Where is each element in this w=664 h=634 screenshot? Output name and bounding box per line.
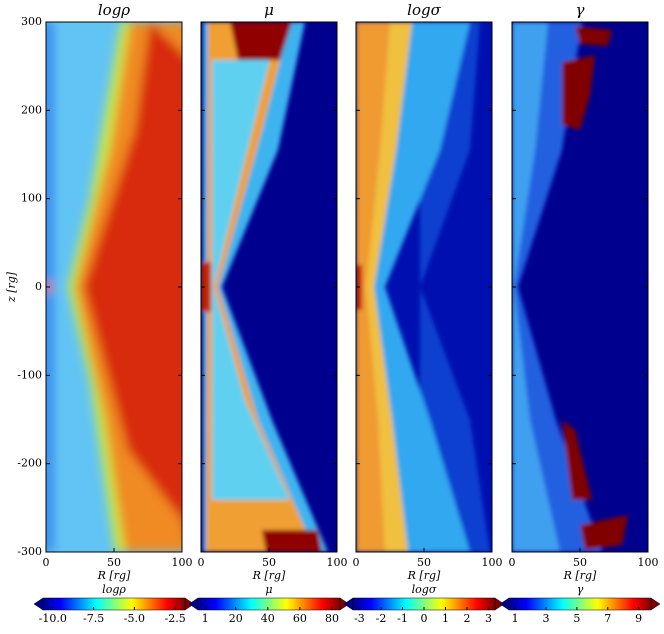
x-tick-label: 0 — [509, 556, 516, 569]
x-tick-label: 50 — [573, 556, 587, 569]
colorbar-extend — [343, 597, 354, 611]
x-tick-label: 50 — [262, 556, 276, 569]
x-tick-label: 50 — [107, 556, 121, 569]
colorbar-tick-label: -2 — [376, 612, 387, 625]
colorbar-tick-label: 20 — [229, 612, 243, 625]
colorbar-label: γ — [577, 583, 584, 596]
x-tick-label: 100 — [638, 556, 659, 569]
x-axis-label: R [rg] — [252, 569, 286, 582]
panel-title: logσ — [407, 1, 441, 19]
colorbar — [42, 597, 186, 611]
colorbar-tick-label: 9 — [635, 612, 642, 625]
colorbar-tick-label: -7.5 — [83, 612, 104, 625]
colorbar-tick-label: 1 — [202, 612, 209, 625]
colorbar-tick-label: -5.0 — [124, 612, 145, 625]
y-tick-label: 300 — [21, 15, 42, 28]
x-axis-label: R [rg] — [563, 569, 597, 582]
x-tick-label: 0 — [353, 556, 360, 569]
colorbar-label: logρ — [102, 583, 126, 596]
x-tick-label: 0 — [198, 556, 205, 569]
colorbar-tick-label: 80 — [325, 612, 339, 625]
panel-title: μ — [264, 1, 274, 19]
field-image — [201, 22, 337, 552]
colorbar-tick-label: -3 — [354, 612, 365, 625]
colorbar-tick-label: 1 — [442, 612, 449, 625]
colorbar-tick-label: 0 — [421, 612, 428, 625]
colorbar-extend — [188, 597, 199, 611]
colorbar-tick-label: 5 — [573, 612, 580, 625]
panel-title: γ — [576, 1, 585, 19]
colorbar-tick-label: 7 — [604, 612, 611, 625]
colorbar-tick-label: 40 — [261, 612, 275, 625]
y-tick-label: 100 — [21, 192, 42, 205]
y-tick-label: 0 — [35, 280, 42, 293]
x-axis-label: R [rg] — [407, 569, 441, 582]
colorbar — [197, 597, 341, 611]
x-tick-label: 0 — [43, 556, 50, 569]
colorbar-tick-label: 3 — [543, 612, 550, 625]
colorbar-tick-label: 2 — [464, 612, 471, 625]
x-axis-label: R [rg] — [97, 569, 131, 582]
field-image — [46, 22, 182, 552]
colorbar-tick-label: -1 — [397, 612, 408, 625]
field-image — [356, 22, 492, 552]
y-tick-label: -200 — [17, 457, 42, 470]
x-tick-label: 100 — [172, 556, 193, 569]
colorbar-tick-label: 3 — [485, 612, 492, 625]
y-tick-label: -100 — [17, 368, 42, 381]
x-tick-label: 100 — [482, 556, 503, 569]
colorbar-label: logσ — [412, 583, 437, 596]
colorbar-tick-label: -2.5 — [165, 612, 186, 625]
colorbar-extend — [650, 597, 661, 611]
colorbar-tick-label: -10.0 — [39, 612, 67, 625]
y-tick-label: -300 — [17, 545, 42, 558]
colorbar — [508, 597, 652, 611]
colorbar-extend — [499, 597, 510, 611]
y-axis-label: z [rg] — [5, 271, 18, 303]
x-tick-label: 100 — [327, 556, 348, 569]
colorbar-label: μ — [265, 583, 272, 596]
colorbar-tick-label: 60 — [293, 612, 307, 625]
y-tick-label: 200 — [21, 103, 42, 116]
colorbar-extend — [33, 597, 44, 611]
colorbar-tick-label: 1 — [512, 612, 519, 625]
panel-title: logρ — [98, 1, 130, 19]
field-image — [512, 22, 648, 552]
x-tick-label: 50 — [417, 556, 431, 569]
